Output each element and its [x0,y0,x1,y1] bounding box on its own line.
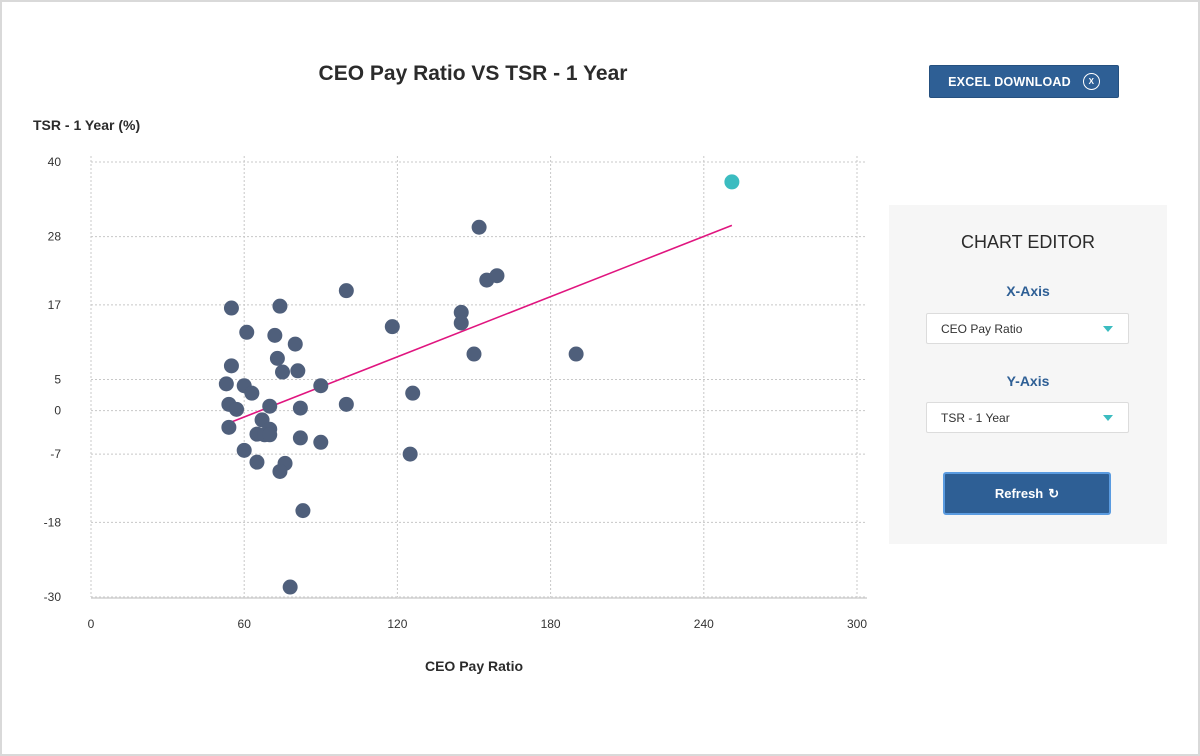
excel-download-button[interactable]: EXCEL DOWNLOAD X [929,65,1119,98]
trendline [228,224,733,424]
chart-editor-title: CHART EDITOR [960,232,1096,252]
data-point [313,434,329,450]
y-tick-label: 28 [48,230,62,244]
data-point [489,268,505,284]
data-point [244,385,260,401]
data-point [466,346,482,362]
scatter-plot: -30 -18 -7 0 5 17 28 40 0 60 120 180 240 300 [44,155,868,631]
refresh-label: Refresh [994,486,1044,501]
x-axis-label: X-Axis [1006,283,1050,299]
tick-labels: -30 -18 -7 0 5 17 28 40 0 60 120 180 240 300 [44,155,868,631]
data-point [453,315,469,331]
trendline-group [228,224,733,424]
data-point [405,385,421,401]
data-point [471,219,487,235]
chart-editor-panel: CHART EDITOR X-Axis CEO Pay Ratio Y-Axis… [889,205,1167,544]
refresh-button[interactable]: Refresh ↻ [943,472,1111,515]
y-tick-label: 5 [54,373,61,387]
x-axis-select[interactable]: CEO Pay Ratio [926,313,1129,344]
data-point [453,304,469,320]
data-point [282,579,298,595]
caret-down-icon [1103,415,1113,421]
highlighted-data-point [724,174,740,190]
data-point [295,503,311,519]
refresh-icon: ↻ [1048,485,1060,501]
data-points [218,174,740,595]
data-point [272,298,288,314]
x-axis-select-value: CEO Pay Ratio [941,321,1023,336]
data-point [218,376,234,392]
data-point [568,346,584,362]
grid-lines [90,156,867,599]
data-point [287,336,303,352]
y-axis-title: TSR - 1 Year (%) [33,117,141,133]
data-point [292,430,308,446]
excel-download-label: EXCEL DOWNLOAD [948,74,1071,89]
x-tick-label: 120 [387,617,407,631]
x-tick-label: 300 [847,617,867,631]
excel-icon: X [1082,73,1100,90]
data-point [338,396,354,412]
data-point [292,400,308,416]
x-tick-label: 60 [238,617,252,631]
data-point [272,463,288,479]
y-tick-label: -7 [50,447,61,461]
x-tick-label: 180 [541,617,561,631]
data-point [262,398,278,414]
data-point [223,358,239,374]
x-tick-label: 240 [694,617,714,631]
data-point [229,401,245,417]
y-tick-label: -18 [44,515,62,529]
data-point [223,300,239,316]
y-tick-label: 0 [54,404,61,418]
data-point [236,442,252,458]
data-point [402,446,418,462]
x-tick-label: 0 [88,617,95,631]
y-tick-label: -30 [44,590,62,604]
data-point [249,454,265,470]
chart-title: CEO Pay Ratio VS TSR - 1 Year [318,62,628,85]
data-point [384,319,400,335]
y-axis-select-value: TSR - 1 Year [941,410,1010,425]
x-axis-title: CEO Pay Ratio [424,658,524,674]
data-point [267,327,283,343]
data-point [262,427,278,443]
y-tick-label: 40 [48,155,62,169]
y-tick-label: 17 [48,298,62,312]
caret-down-icon [1103,326,1113,332]
data-point [239,324,255,340]
data-point [269,350,285,366]
y-axis-select[interactable]: TSR - 1 Year [926,402,1129,433]
y-axis-label: Y-Axis [1006,373,1050,389]
data-point [338,283,354,299]
data-point [313,378,329,394]
data-point [290,363,306,379]
data-point [275,364,290,380]
data-point [221,419,237,435]
